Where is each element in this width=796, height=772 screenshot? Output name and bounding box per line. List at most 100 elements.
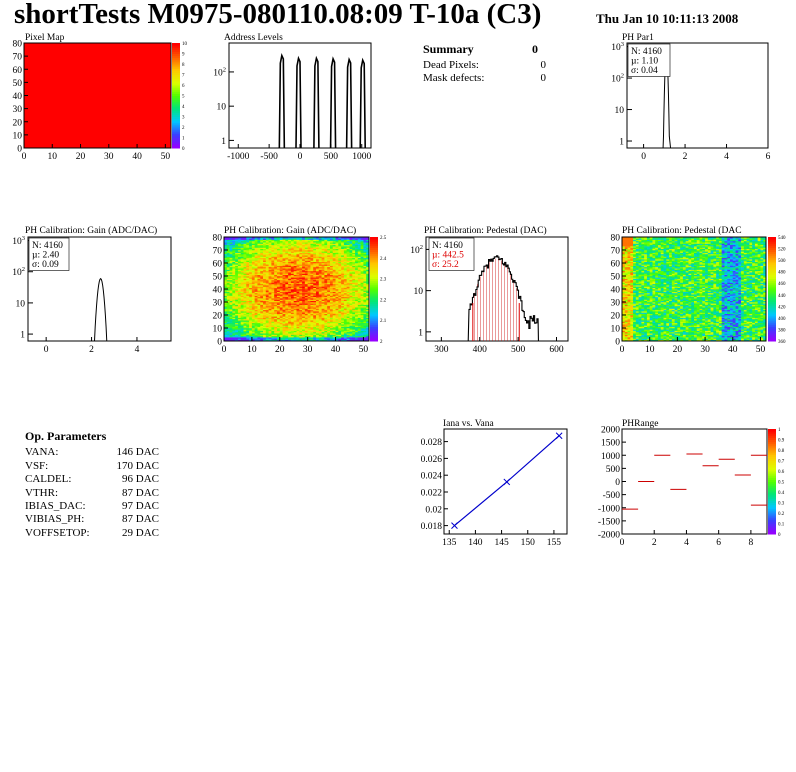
ph-gain-map-cell — [329, 291, 334, 294]
ph-gain-map-cell — [299, 302, 303, 304]
ph-gain-map-cell — [338, 240, 342, 243]
ph-gain-map-cell — [355, 296, 359, 299]
ph-gain-map-cell — [318, 278, 322, 281]
ph-gain-map-cell — [251, 274, 255, 277]
ph-gain-map-cell — [249, 309, 253, 312]
address-level-peak — [313, 55, 320, 149]
ph-gain-map-cell — [232, 300, 236, 303]
ph-gain-map-cell — [251, 296, 255, 299]
ph-gain-map-cell — [276, 295, 281, 298]
ph-gain-map-cell — [246, 290, 250, 292]
ph-gain-map-cell — [346, 321, 350, 324]
ph-gain-map-cell — [265, 240, 269, 243]
ph-gain-map-cell — [335, 259, 339, 261]
ph-gain-map-cell — [276, 294, 281, 296]
ph-gain-map-cell — [279, 253, 283, 256]
param-row: VSF: 170 DAC — [25, 460, 159, 473]
ph-gain-map-cell — [332, 250, 336, 252]
y-tick-label: 70 — [13, 53, 23, 63]
ph-pedestal-map-cell — [635, 313, 639, 316]
ph-gain-map-cell — [226, 334, 230, 337]
ph-gain-map-cell — [265, 292, 269, 295]
ph-gain-map-cell — [316, 324, 320, 326]
ph-gain-map-cell — [254, 337, 258, 339]
ph-gain-map-cell — [313, 317, 317, 320]
ph-gain-map-cell — [235, 238, 239, 240]
ph-gain-map-cell — [363, 250, 367, 252]
ph-gain-map-cell — [346, 329, 350, 331]
ph-gain-map-cell — [341, 318, 345, 321]
ph-gain-map-cell — [349, 247, 353, 249]
ph-gain-map-cell — [226, 273, 230, 275]
ph-gain-map-cell — [296, 252, 300, 255]
ph-gain-map-cell — [332, 259, 336, 261]
ph-gain-map-cell — [232, 311, 236, 313]
ph-gain-map-cell — [310, 328, 314, 330]
ph-gain-map-cell — [257, 326, 261, 329]
ph-gain-map-cell — [268, 329, 272, 331]
ph-gain-map-cell — [263, 242, 267, 244]
ph-gain-map-cell — [318, 257, 322, 260]
ph-gain-map-cell — [240, 274, 244, 277]
ph-gain-map-cell — [232, 250, 236, 252]
ph-gain-map-cell — [366, 304, 370, 307]
ph-gain-map-cell — [240, 325, 244, 327]
ph-gain-map-cell — [355, 321, 359, 324]
ph-gain-map-cell — [276, 238, 281, 240]
ph-gain-map-cell — [243, 242, 247, 244]
ph-gain-map-cell — [304, 265, 308, 268]
ph-gain-map-cell — [332, 244, 336, 247]
ph-pedestal-map-cell — [624, 335, 628, 338]
ph-gain-map-cell — [313, 320, 317, 322]
param-label: IBIAS_DAC: — [25, 499, 86, 512]
ph-gain-map-cell — [260, 265, 264, 268]
ph-gain-map-cell — [237, 338, 242, 340]
y-tick-label: 10 — [16, 299, 26, 309]
ph-gain-map-cell — [257, 309, 261, 312]
ph-gain-map-cell — [243, 283, 247, 286]
ph-gain-map-cell — [226, 257, 230, 260]
ph-pedestal-map-cell — [630, 251, 634, 253]
ph-gain-map-cell — [260, 317, 264, 320]
ph-pedestal-map-cell — [633, 268, 637, 270]
ph-gain-map-cell — [316, 261, 320, 264]
ph-gain-map-cell — [363, 290, 367, 292]
ph-gain-map-cell — [237, 299, 242, 301]
ph-gain-map-cell — [357, 300, 361, 303]
ph-gain-map-cell — [293, 239, 297, 242]
ph-gain-map-cell — [240, 338, 244, 340]
ph-gain-map-cell — [249, 265, 253, 268]
ph-gain-map-cell — [226, 320, 230, 322]
ph-gain-map-cell — [232, 338, 236, 340]
ph-gain-map-cell — [313, 291, 317, 294]
ph-gain-map-cell — [332, 325, 336, 327]
ph-gain-map-cell — [304, 331, 308, 334]
ph-gain-map-cell — [271, 269, 275, 272]
ph-pedestal-map-cell — [633, 316, 637, 318]
ph-gain-map-cell — [304, 248, 308, 251]
ph-gain-map-cell — [240, 242, 244, 244]
ph-pedestal-map-cell — [624, 334, 628, 337]
ph-gain-map-cell — [293, 338, 297, 340]
ph-gain-map-cell — [257, 266, 261, 269]
ph-gain-map-cell — [357, 270, 361, 273]
ph-pedestal-map-cell — [633, 294, 637, 296]
ph-gain-map-cell — [279, 329, 283, 331]
ph-gain-map-cell — [279, 315, 283, 317]
ph-gain-map-cell — [296, 315, 300, 317]
ph-pedestal-map-cell — [633, 282, 637, 285]
ph-gain-map-cell — [352, 328, 356, 330]
ph-gain-map-cell — [279, 298, 283, 300]
ph-pedestal-map-cell — [622, 286, 626, 288]
ph-pedestal-map-cell — [622, 330, 626, 333]
ph-gain-map-cell — [307, 259, 311, 261]
ph-gain-map-cell — [343, 331, 347, 334]
ph-gain-map-cell — [243, 282, 247, 285]
ph-gain-map-cell — [235, 250, 239, 252]
ph-gain-map-cell — [249, 247, 253, 249]
ph-pedestal-hatch — [472, 258, 520, 341]
ph-gain-map-cell — [276, 257, 281, 260]
ph-gain-map-cell — [335, 273, 339, 275]
ph-gain-map-cell — [274, 244, 278, 247]
ph-gain-map-cell — [324, 244, 328, 247]
